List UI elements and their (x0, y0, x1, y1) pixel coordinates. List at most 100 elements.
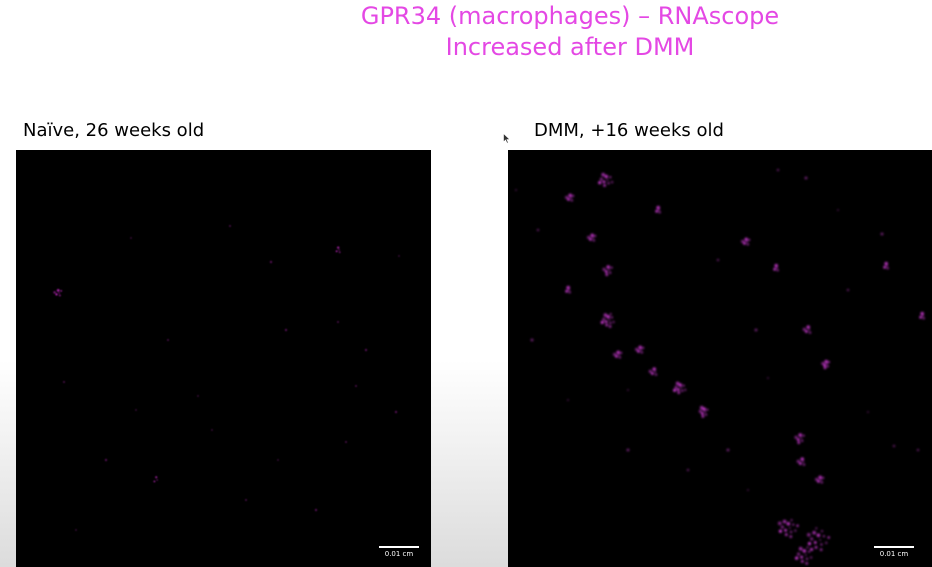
signal-dot (337, 321, 339, 323)
signal-dot (916, 448, 920, 452)
signal-dot (747, 489, 749, 491)
micrograph-naive: 0.01 cm (16, 150, 431, 567)
signal-cluster (789, 530, 793, 534)
signal-cluster (608, 269, 611, 271)
slide-title-line-1: GPR34 (macrophages) – RNAscope (360, 2, 780, 30)
signal-cluster (817, 480, 820, 483)
signal-cluster (920, 311, 925, 316)
signal-cluster (776, 267, 778, 269)
signal-cluster (746, 243, 749, 246)
signal-cluster (637, 350, 640, 353)
signal-cluster (704, 413, 708, 416)
signal-cluster (798, 433, 803, 437)
signal-cluster (792, 523, 795, 526)
signal-cluster (698, 409, 702, 413)
signal-cluster (808, 550, 811, 553)
signal-cluster (638, 345, 643, 350)
signal-cluster (815, 527, 818, 530)
signal-cluster (599, 177, 603, 181)
signal-dot (63, 381, 65, 383)
signal-cluster (801, 439, 804, 442)
signal-cluster (798, 546, 803, 551)
signal-cluster (606, 265, 611, 269)
signal-cluster (828, 361, 830, 363)
signal-cluster (802, 434, 805, 437)
signal-cluster (606, 179, 609, 181)
signal-cluster (706, 408, 709, 411)
signal-cluster (784, 533, 788, 536)
signal-cluster (656, 205, 661, 210)
scalebar-label: 0.01 cm (384, 550, 414, 558)
signal-cluster (609, 321, 612, 325)
signal-cluster (821, 530, 823, 533)
signal-cluster (676, 388, 680, 391)
signal-cluster (788, 527, 791, 529)
signal-cluster (805, 557, 809, 560)
signal-cluster (338, 249, 340, 251)
signal-cluster (681, 389, 684, 392)
signal-dot (135, 409, 137, 411)
signal-cluster (813, 541, 817, 544)
signal-cluster (820, 479, 823, 481)
signal-cluster (654, 373, 658, 376)
signal-dots-dmm (515, 168, 925, 565)
signal-cluster (701, 415, 705, 418)
signal-cluster (807, 542, 812, 546)
signal-cluster (566, 285, 571, 290)
signal-cluster (795, 556, 799, 560)
signal-cluster (812, 530, 816, 535)
signal-cluster (592, 237, 595, 239)
signal-cluster (810, 537, 814, 541)
signal-cluster (55, 293, 58, 296)
signal-cluster (677, 391, 681, 395)
signal-cluster (612, 320, 615, 324)
signal-cluster (806, 546, 809, 549)
scalebar-label: 0.01 cm (879, 550, 909, 558)
signal-cluster (651, 372, 654, 375)
signal-cluster (156, 479, 158, 481)
signal-cluster (648, 369, 652, 373)
signal-cluster (809, 547, 814, 552)
signal-cluster (56, 289, 60, 292)
signal-cluster (776, 269, 779, 272)
signal-cluster (601, 172, 605, 177)
signal-cluster (673, 388, 677, 392)
signal-dot (75, 529, 77, 531)
signal-cluster (602, 317, 606, 321)
signal-cluster (603, 313, 608, 317)
signal-dot (767, 377, 769, 379)
signal-cluster (568, 289, 570, 291)
signal-cluster (800, 555, 804, 559)
signal-cluster (605, 323, 609, 327)
signal-cluster (784, 528, 787, 532)
signal-cluster (789, 535, 793, 538)
signal-cluster (58, 292, 60, 294)
signal-cluster (819, 539, 822, 541)
signal-cluster (823, 535, 825, 538)
signal-cluster (786, 521, 791, 526)
signal-cluster (919, 315, 922, 319)
signal-cluster (337, 246, 340, 249)
signal-cluster (570, 197, 573, 199)
signal-cluster (652, 367, 657, 371)
signal-cluster (618, 354, 621, 356)
signal-dot (726, 448, 730, 452)
signal-cluster (800, 560, 804, 563)
scalebar-line (874, 546, 914, 548)
signal-cluster (567, 198, 570, 201)
signal-cluster (804, 554, 807, 556)
signal-cluster (746, 241, 749, 243)
signal-cluster (675, 381, 680, 386)
signal-dot (716, 258, 720, 262)
signal-dot (892, 444, 896, 448)
signal-cluster (604, 174, 609, 179)
signal-cluster (587, 235, 591, 239)
signal-dot (837, 209, 839, 211)
signal-cluster (802, 461, 805, 463)
signal-cluster (806, 325, 811, 329)
signal-dots-naive (53, 225, 400, 531)
signal-cluster (823, 366, 827, 370)
signal-cluster (773, 267, 776, 271)
signal-cluster (610, 181, 614, 184)
signal-cluster (338, 251, 341, 254)
